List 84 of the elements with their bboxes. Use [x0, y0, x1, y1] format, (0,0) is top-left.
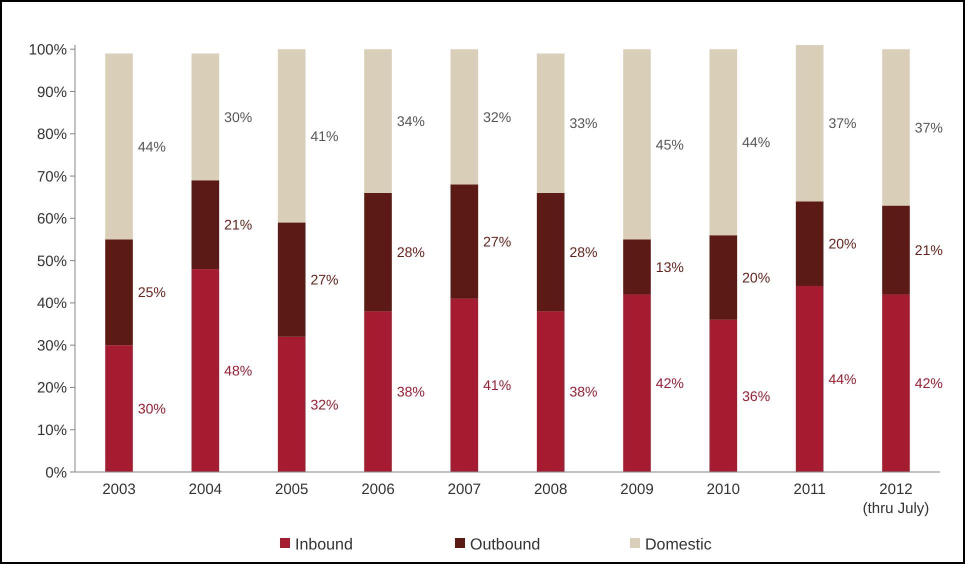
text: 27%: [483, 233, 512, 250]
bar: [882, 49, 910, 206]
text: 44%: [828, 370, 856, 387]
text: 37%: [914, 119, 943, 136]
legend-label: Domestic: [645, 536, 712, 554]
text: 30%: [224, 108, 252, 125]
text: 36%: [742, 388, 770, 404]
x-tick-label: 2005: [274, 481, 308, 498]
bar: [192, 53, 220, 180]
legend-label: Inbound: [295, 536, 353, 554]
x-tick-label: 2009: [620, 481, 654, 498]
y-tick-label: 80%: [36, 126, 67, 144]
text: 48%: [224, 362, 252, 378]
text: 38%: [396, 384, 425, 400]
text: 28%: [396, 244, 425, 260]
text: 37%: [828, 115, 856, 132]
y-tick-label: 10%: [36, 422, 67, 439]
text: 34%: [396, 113, 425, 129]
bar: [710, 49, 738, 236]
text: 30%: [138, 400, 166, 416]
bar: [450, 49, 478, 185]
bar: [278, 222, 306, 337]
y-tick-label: 90%: [36, 84, 67, 101]
text: 27%: [310, 272, 339, 288]
x-tick-label: 2010: [706, 481, 740, 498]
bar: [796, 201, 824, 286]
text: 38%: [569, 384, 598, 400]
y-tick-label: 0%: [45, 464, 67, 482]
bar: [364, 192, 392, 312]
bar: [536, 53, 564, 193]
y-tick-label: 60%: [36, 210, 67, 228]
text: 32%: [483, 108, 512, 125]
x-tick-label: 2004: [188, 481, 222, 498]
bar: [450, 298, 478, 472]
bar: [796, 45, 824, 202]
bar: [278, 49, 306, 223]
text: 42%: [656, 375, 684, 392]
bar: [364, 311, 392, 472]
bar: [882, 294, 910, 472]
x-tick-label: 2003: [102, 481, 136, 498]
text: 20%: [828, 236, 856, 252]
y-tick-label: 40%: [36, 295, 67, 312]
bar: [623, 49, 651, 240]
bar: [623, 294, 651, 472]
text: 33%: [569, 115, 598, 132]
x-tick-label: 2007: [448, 481, 482, 498]
bar: [105, 53, 133, 240]
text: 32%: [310, 396, 339, 412]
text: 21%: [224, 216, 252, 233]
y-tick-label: 50%: [36, 252, 67, 270]
x-tick-label: 2008: [534, 481, 568, 498]
text: 21%: [914, 242, 943, 258]
text: 44%: [742, 134, 770, 150]
text: 13%: [656, 258, 684, 275]
bar: [105, 345, 133, 472]
bar: [882, 206, 910, 294]
y-tick-label: 100%: [28, 41, 67, 58]
bar: [623, 239, 651, 294]
bar: [278, 336, 306, 472]
text: 41%: [483, 377, 512, 394]
y-tick-label: 30%: [36, 337, 67, 354]
text: 25%: [138, 284, 166, 300]
bar: [192, 269, 220, 472]
x-tick-label: 2011: [794, 481, 826, 498]
text: 41%: [310, 128, 339, 144]
bar: [710, 320, 738, 472]
text: 42%: [914, 375, 943, 392]
bar: [796, 286, 824, 472]
x-tick-label: 2006: [361, 481, 395, 498]
bar: [192, 180, 220, 270]
y-tick-label: 20%: [36, 380, 67, 397]
y-tick-label: 70%: [36, 168, 67, 186]
text: 45%: [656, 136, 684, 152]
bar: [364, 49, 392, 193]
legend-label: Outbound: [470, 536, 540, 554]
text: 28%: [569, 244, 598, 260]
x-tick-label: 2012 (thru July): [862, 481, 930, 517]
bar: [450, 184, 478, 299]
bar: [536, 192, 564, 312]
text: 20%: [742, 269, 770, 286]
text: 44%: [138, 138, 166, 154]
bar: [710, 235, 738, 320]
bar: [536, 311, 564, 472]
bar: [105, 239, 133, 346]
